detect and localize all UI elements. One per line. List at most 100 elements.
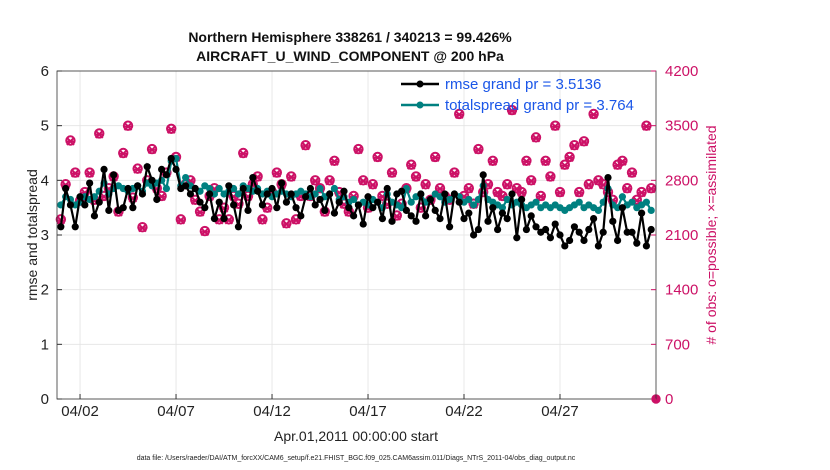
rmse-point (455, 198, 463, 206)
rmse-point (642, 242, 651, 250)
legend: rmse grand pr = 3.5136 totalspread grand… (401, 76, 634, 114)
rmse-point (81, 201, 89, 209)
y-right-tick-label: 3500 (665, 118, 698, 135)
rmse-point (138, 190, 147, 198)
rmse-line (59, 155, 653, 251)
rmse-point (369, 204, 377, 212)
obs-assimilated-point (627, 168, 637, 178)
obs-assimilated-point (353, 145, 364, 155)
rmse-point (350, 212, 358, 220)
obs-assimilated-point (411, 172, 421, 182)
obs-count-layer (55, 104, 661, 404)
obs-assimilated-point (272, 168, 282, 178)
rmse-point (590, 215, 598, 223)
rmse-point (263, 190, 271, 198)
rmse-point (191, 184, 199, 193)
obs-assimilated-point (550, 122, 560, 131)
rmse-point (494, 225, 502, 234)
obs-assimilated-point (123, 122, 133, 131)
obs-assimilated-point (641, 122, 652, 131)
y-right-tick-label: 2800 (665, 172, 698, 189)
obs-assimilated-point (118, 149, 128, 159)
rmse-point (388, 217, 396, 225)
chart-title: Northern Hemisphere 338261 / 340213 = 99… (188, 29, 512, 45)
rmse-point (119, 204, 127, 212)
obs-assimilated-point (70, 168, 80, 178)
obs-assimilated-point (617, 157, 628, 166)
rmse-point (618, 204, 627, 212)
rmse-point (297, 212, 305, 220)
obs-assimilated-point (84, 168, 95, 178)
rmse-point (62, 184, 70, 193)
rmse-point (100, 165, 108, 173)
totalspread-point (642, 198, 651, 206)
rmse-point (412, 217, 420, 225)
rmse-point (306, 184, 315, 193)
obs-assimilated-point (507, 106, 517, 116)
legend-marker-totalspread (416, 101, 424, 109)
rmse-point (76, 193, 84, 201)
obs-assimilated-point (132, 165, 143, 174)
rmse-point (90, 212, 99, 220)
rmse-point (278, 179, 286, 187)
rmse-point (258, 201, 267, 209)
x-tick-label: 04/27 (541, 403, 579, 420)
rmse-point (66, 201, 75, 209)
obs-assimilated-point (502, 180, 512, 190)
rmse-point (249, 174, 257, 182)
rmse-point (450, 190, 459, 198)
rmse-point (167, 154, 175, 163)
obs-assimilated-point (531, 133, 541, 143)
y-axis-label-left: rmse and totalspread (24, 169, 40, 301)
rmse-point (302, 193, 310, 201)
totalspread-point (407, 198, 415, 206)
rmse-point (522, 225, 531, 234)
obs-assimilated-point (584, 180, 594, 190)
rmse-point (326, 190, 334, 198)
obs-assimilated-point (166, 125, 176, 134)
rmse-point (244, 206, 252, 214)
obs-assimilated-point (454, 110, 464, 120)
rmse-point (354, 201, 363, 209)
rmse-point (446, 223, 454, 231)
rmse-point (143, 163, 151, 171)
totalspread-point (647, 206, 655, 214)
totalspread-point (465, 195, 473, 204)
obs-assimilated-point (473, 145, 484, 155)
rmse-point (609, 217, 617, 225)
y-tick-label: 1 (41, 336, 49, 353)
obs-assimilated-point (622, 184, 632, 194)
rmse-point (551, 220, 559, 228)
rmse-point (546, 234, 555, 242)
obs-assimilated-point (147, 145, 157, 155)
rmse-point (498, 209, 507, 217)
totalspread-point (330, 184, 339, 193)
rmse-point (503, 215, 511, 223)
rmse-point (316, 195, 324, 204)
obs-assimilated-point (372, 153, 383, 162)
obs-assimilated-point (564, 153, 575, 162)
rmse-point (172, 165, 180, 173)
rmse-point (566, 236, 574, 245)
obs-assimilated-point (574, 188, 584, 198)
rmse-point (575, 228, 583, 236)
rmse-point (594, 242, 603, 250)
rmse-point (340, 187, 348, 195)
rmse-point (330, 209, 339, 217)
rmse-point (86, 179, 94, 187)
rmse-point (479, 171, 487, 179)
rmse-point (561, 242, 569, 250)
obs-assimilated-point (176, 215, 186, 225)
obs-assimilated-point (94, 129, 104, 139)
rmse-point (580, 236, 588, 245)
x-tick-label: 04/22 (445, 403, 483, 420)
rmse-point (508, 190, 516, 198)
totalspread-point (234, 190, 243, 198)
obs-assimilated-point (200, 227, 210, 237)
obs-assimilated-point (420, 180, 431, 190)
y-right-tick-label: 4200 (665, 63, 698, 80)
rmse-point (465, 209, 473, 217)
obs-assimilated-point (449, 168, 460, 178)
legend-marker-rmse (416, 80, 424, 88)
rmse-point (378, 215, 387, 223)
